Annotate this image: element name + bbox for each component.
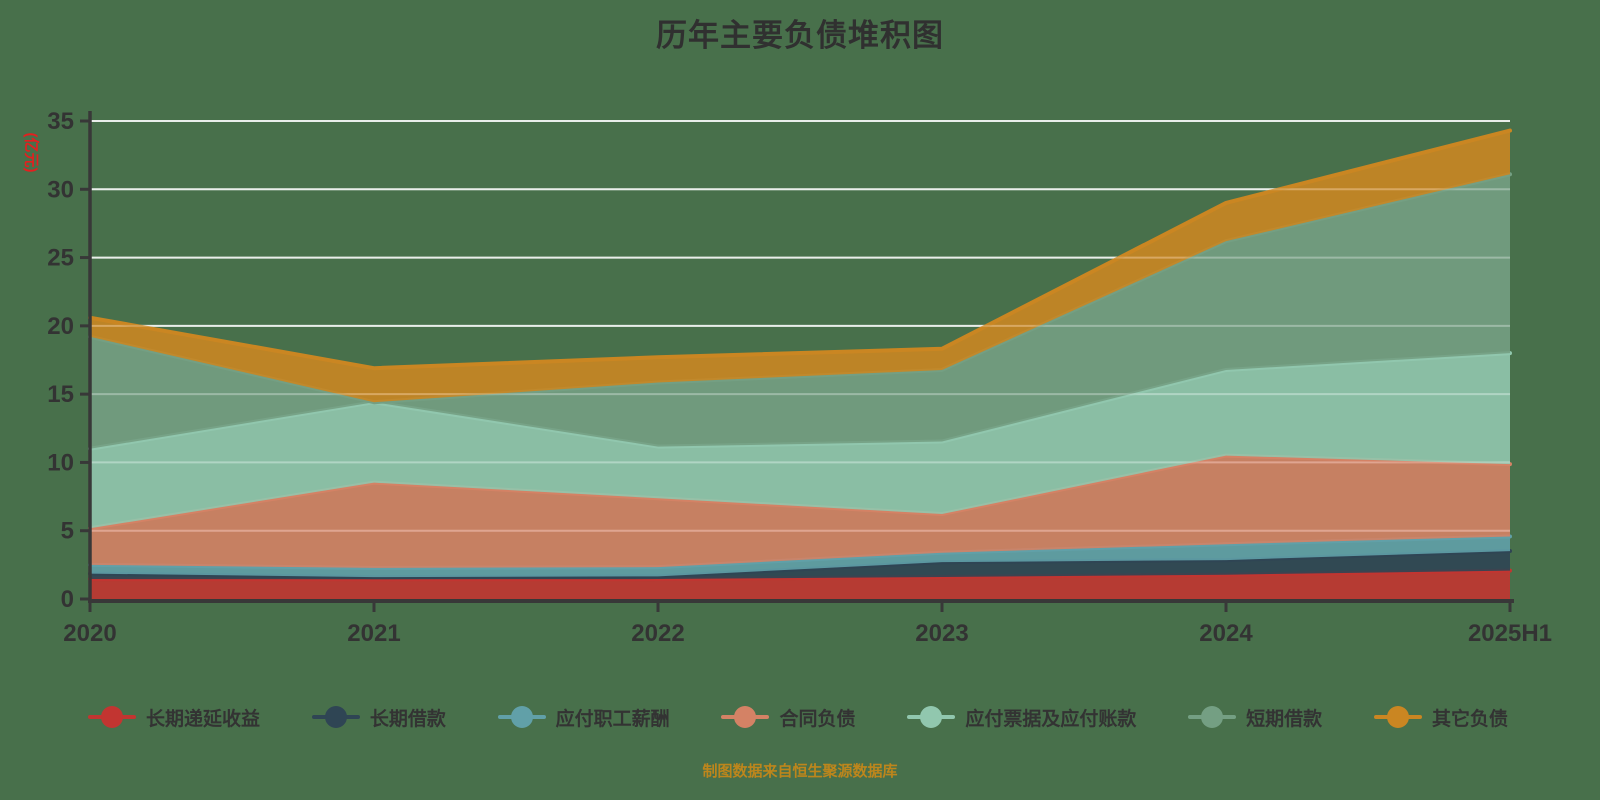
y-tick-label: 20 xyxy=(47,313,74,340)
legend-item-7[interactable]: 其它负债 xyxy=(1373,704,1508,731)
source-note: 制图数据来自恒生聚源数据库 xyxy=(702,763,898,780)
legend-dot-icon xyxy=(1386,706,1409,728)
y-tick-label: 35 xyxy=(47,108,74,135)
legend-label: 其它负债 xyxy=(1431,708,1508,730)
x-tick-label: 2021 xyxy=(347,620,400,647)
legend-dot-icon xyxy=(510,706,533,728)
y-tick-label: 5 xyxy=(61,518,74,545)
legend-marker-icon xyxy=(311,706,360,728)
x-tick-label: 2022 xyxy=(631,620,684,647)
area-band-5[interactable] xyxy=(90,353,1510,529)
legend-marker-icon xyxy=(907,706,956,728)
legend-marker-icon xyxy=(497,706,546,728)
legend-item-1[interactable]: 长期递延收益 xyxy=(88,704,260,731)
legend-marker-icon xyxy=(1373,706,1422,728)
area-band-1[interactable] xyxy=(90,570,1510,599)
legend-item-6[interactable]: 短期借款 xyxy=(1188,704,1322,731)
legend-item-4[interactable]: 合同负债 xyxy=(721,704,856,731)
x-tick-label: 2023 xyxy=(915,620,968,647)
legend-item-5[interactable]: 应付票据及应付账款 xyxy=(907,704,1136,731)
x-tick-label: 2020 xyxy=(63,620,116,647)
legend-marker-icon xyxy=(1188,706,1237,728)
x-tick-label: 2025H1 xyxy=(1468,620,1552,647)
legend-dot-icon xyxy=(101,706,123,728)
legend-label: 应付票据及应付账款 xyxy=(965,708,1137,730)
y-tick-label: 0 xyxy=(61,586,74,613)
legend-marker-icon xyxy=(88,706,136,728)
legend-label: 长期借款 xyxy=(369,708,446,730)
legend-label: 长期递延收益 xyxy=(146,708,261,730)
area-band-2[interactable] xyxy=(90,551,1510,580)
y-tick-label: 25 xyxy=(47,245,74,272)
legend-dot-icon xyxy=(324,706,347,728)
y-tick-label: 15 xyxy=(47,381,74,408)
legend-label: 短期借款 xyxy=(1246,708,1323,730)
y-tick-label: 30 xyxy=(47,176,74,203)
legend-label: 应付职工薪酬 xyxy=(555,708,670,730)
legend-dot-icon xyxy=(920,706,943,728)
x-tick-label: 2024 xyxy=(1199,620,1253,647)
legend-dot-icon xyxy=(734,706,757,728)
area-band-6[interactable] xyxy=(90,174,1510,449)
legend-dot-icon xyxy=(1201,706,1224,728)
chart-title: 历年主要负债堆积图 xyxy=(656,18,944,53)
area-band-4[interactable] xyxy=(90,455,1510,568)
legend: 长期递延收益 长期借款 应付职工薪酬 合同负债 应付票据及应付账款 短期借款 其它负债 xyxy=(0,694,1600,740)
legend-label: 合同负债 xyxy=(779,708,856,730)
y-tick-label: 10 xyxy=(47,449,74,476)
legend-item-2[interactable]: 长期借款 xyxy=(311,704,446,731)
series-line-7 xyxy=(88,128,1512,371)
legend-marker-icon xyxy=(721,706,770,728)
legend-item-3[interactable]: 应付职工薪酬 xyxy=(497,704,670,731)
